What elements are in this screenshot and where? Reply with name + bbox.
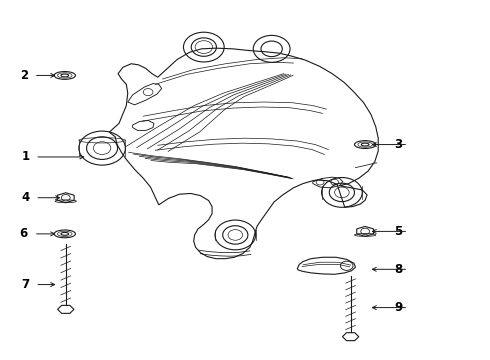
Text: 5: 5 <box>394 225 402 238</box>
Text: 1: 1 <box>21 150 29 163</box>
Text: 8: 8 <box>394 263 402 276</box>
Text: 7: 7 <box>21 278 29 291</box>
Text: 6: 6 <box>20 228 28 240</box>
Text: 9: 9 <box>394 301 402 314</box>
Text: 4: 4 <box>21 191 29 204</box>
Text: 2: 2 <box>20 69 28 82</box>
Text: 3: 3 <box>394 138 402 151</box>
